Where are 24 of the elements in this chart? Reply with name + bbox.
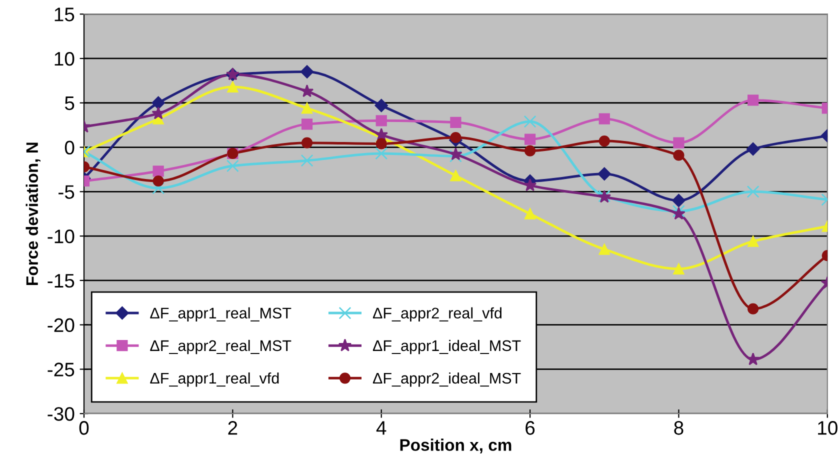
x-axis-title: Position x, cm (400, 438, 512, 454)
x-tick-label: 0 (79, 421, 89, 435)
x-tick-label: 4 (376, 421, 386, 435)
y-tick-label: -10 (48, 230, 74, 244)
x-tick-label: 2 (228, 421, 238, 435)
legend-label: ΔF_appr2_real_MST (150, 340, 292, 354)
y-tick-label: -30 (48, 407, 74, 421)
y-tick-label: 10 (54, 52, 74, 66)
y-tick-label: -5 (58, 185, 74, 199)
y-axis-title: Force deviation, N (26, 142, 40, 285)
y-tick-label: 5 (64, 96, 74, 110)
y-tick-label: -25 (48, 362, 74, 376)
legend-label: ΔF_appr1_ideal_MST (372, 340, 521, 354)
x-tick-label: 10 (818, 421, 838, 435)
legend-label: ΔF_appr1_real_vfd (150, 372, 279, 387)
y-tick-label: -15 (48, 274, 74, 288)
x-tick-label: 8 (674, 421, 684, 435)
y-tick-label: -20 (48, 318, 74, 332)
y-tick-label: 0 (64, 140, 74, 155)
legend-label: ΔF_appr1_real_MST (150, 307, 292, 322)
legend-label: ΔF_appr2_real_vfd (372, 307, 502, 322)
legend-label: ΔF_appr2_ideal_MST (372, 372, 521, 387)
y-tick-label: 15 (54, 8, 74, 22)
x-tick-label: 6 (526, 421, 535, 435)
